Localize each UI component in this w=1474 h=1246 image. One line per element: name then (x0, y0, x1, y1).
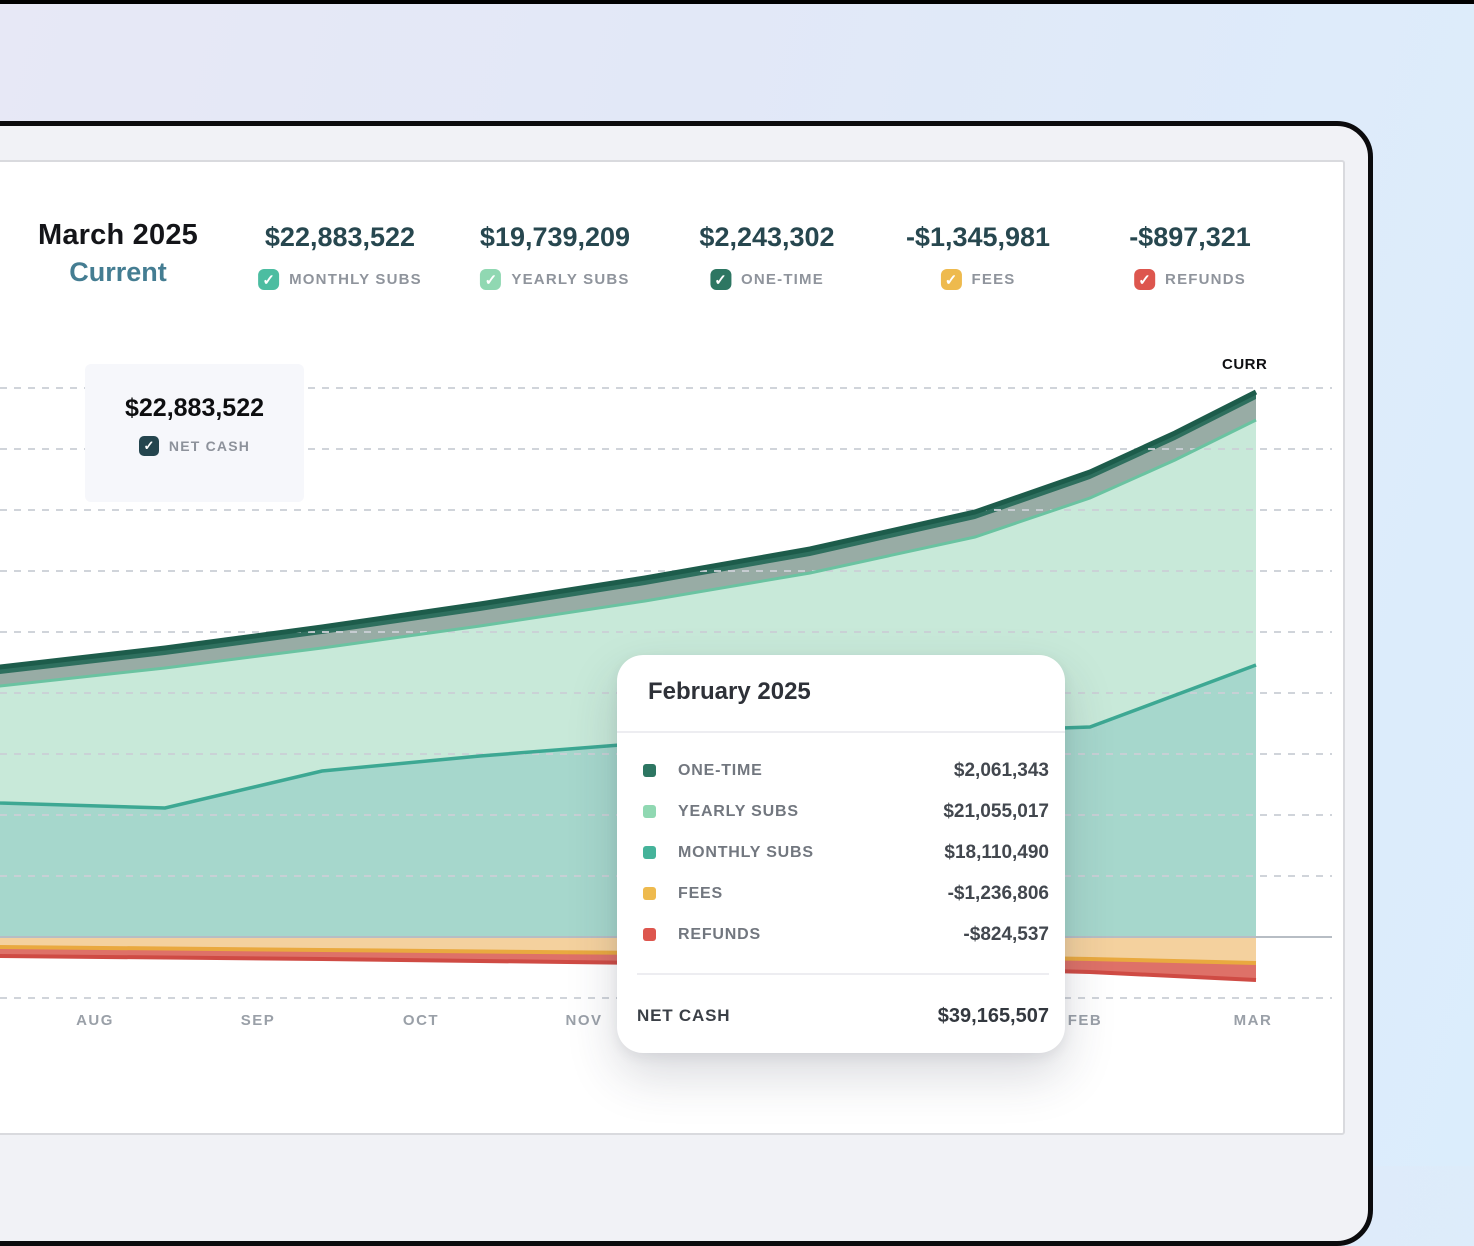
tooltip-row-yearly-subs: YEARLY SUBS $21,055,017 (617, 791, 1065, 832)
stat-fees: -$1,345,981 ✓ FEES (906, 222, 1050, 290)
tooltip-total-divider (637, 973, 1049, 975)
net-cash-checkbox[interactable]: ✓ (138, 436, 159, 456)
tooltip-row-refunds: REFUNDS -$824,537 (617, 914, 1065, 955)
x-axis-label-oct: OCT (402, 1012, 440, 1029)
one-time-swatch (643, 764, 656, 777)
monthly-subs-checkbox[interactable]: ✓ (258, 269, 280, 290)
stat-refunds: -$897,321 ✓ REFUNDS (1129, 222, 1251, 290)
tooltip-rows: ONE-TIME $2,061,343 YEARLY SUBS $21,055,… (617, 750, 1065, 955)
tooltip-row-label: MONTHLY SUBS (678, 843, 814, 861)
check-icon: ✓ (262, 271, 275, 289)
stat-yearly-subs: $19,739,209 ✓ YEARLY SUBS (480, 222, 630, 290)
yearly-subs-checkbox[interactable]: ✓ (480, 269, 502, 290)
check-icon: ✓ (714, 271, 727, 289)
tooltip-row-label: REFUNDS (678, 925, 761, 943)
stat-label: FEES (971, 271, 1016, 288)
stat-value: $19,739,209 (479, 222, 631, 252)
tooltip-row-value: $2,061,343 (953, 759, 1049, 781)
tooltip-row-one-time: ONE-TIME $2,061,343 (617, 750, 1065, 791)
tooltip-total-row: NET CASH $39,165,507 (637, 993, 1049, 1039)
refunds-checkbox[interactable]: ✓ (1134, 269, 1156, 290)
net-cash-label: NET CASH (168, 438, 251, 454)
x-axis-label-feb: FEB (1067, 1012, 1103, 1029)
x-axis-label-nov: NOV (565, 1012, 603, 1029)
check-icon: ✓ (484, 271, 498, 289)
period-block: March 2025 Current (25, 219, 211, 288)
stat-value: -$897,321 (1129, 222, 1251, 252)
screen-top-bar (0, 0, 1474, 4)
stat-label: MONTHLY SUBS (289, 271, 422, 288)
one-time-area (0, 392, 1256, 686)
stat-monthly-subs: $22,883,522 ✓ MONTHLY SUBS (258, 222, 422, 290)
tooltip-row-value: $21,055,017 (943, 800, 1049, 822)
yearly-subs-line (0, 418, 1257, 688)
current-month-marker: CURR (1222, 356, 1268, 373)
stat-value: $2,243,302 (699, 222, 835, 252)
check-icon: ✓ (1138, 271, 1151, 289)
stat-label: YEARLY SUBS (511, 271, 630, 288)
one-time-checkbox[interactable]: ✓ (710, 269, 732, 290)
period-title: March 2025 (38, 219, 198, 251)
stat-value: $22,883,522 (264, 222, 416, 252)
stat-value: -$1,345,981 (905, 222, 1051, 252)
x-axis-label-aug: AUG (76, 1012, 114, 1029)
gridlines (0, 387, 1332, 999)
stat-one-time: $2,243,302 ✓ ONE-TIME (699, 222, 835, 290)
tooltip-title: February 2025 (648, 678, 811, 705)
tooltip-total-value: $39,165,507 (937, 1004, 1049, 1027)
tooltip-row-value: -$824,537 (963, 923, 1049, 945)
refunds-area (0, 947, 1256, 980)
tooltip-row-fees: FEES -$1,236,806 (617, 873, 1065, 914)
monthly-subs-swatch (643, 846, 656, 859)
tooltip-divider (617, 731, 1065, 733)
x-axis-label-sep: SEP (240, 1012, 276, 1029)
x-axis-label-mar: MAR (1233, 1012, 1273, 1029)
yearly-subs-swatch (643, 805, 656, 818)
tooltip-row-label: ONE-TIME (678, 761, 763, 779)
check-icon: ✓ (944, 271, 958, 289)
tooltip-row-label: YEARLY SUBS (678, 802, 799, 820)
stat-label: ONE-TIME (741, 271, 824, 288)
one-time-line (0, 389, 1258, 670)
net-cash-card: $22,883,522 ✓ NET CASH (85, 364, 304, 502)
tooltip-row-label: FEES (678, 884, 723, 902)
tooltip-row-value: $18,110,490 (944, 841, 1049, 863)
check-icon: ✓ (143, 438, 155, 453)
tooltip-row-value: -$1,236,806 (947, 882, 1049, 904)
stat-label: REFUNDS (1165, 271, 1246, 288)
chart-tooltip: February 2025 ONE-TIME $2,061,343 YEARLY… (617, 655, 1065, 1053)
period-subtitle: Current (69, 257, 167, 287)
refunds-swatch (643, 928, 656, 941)
net-cash-value: $22,883,522 (124, 394, 265, 422)
tooltip-row-monthly-subs: MONTHLY SUBS $18,110,490 (617, 832, 1065, 873)
tooltip-total-label: NET CASH (637, 1006, 731, 1025)
fees-swatch (643, 887, 656, 900)
fees-checkbox[interactable]: ✓ (940, 269, 962, 290)
